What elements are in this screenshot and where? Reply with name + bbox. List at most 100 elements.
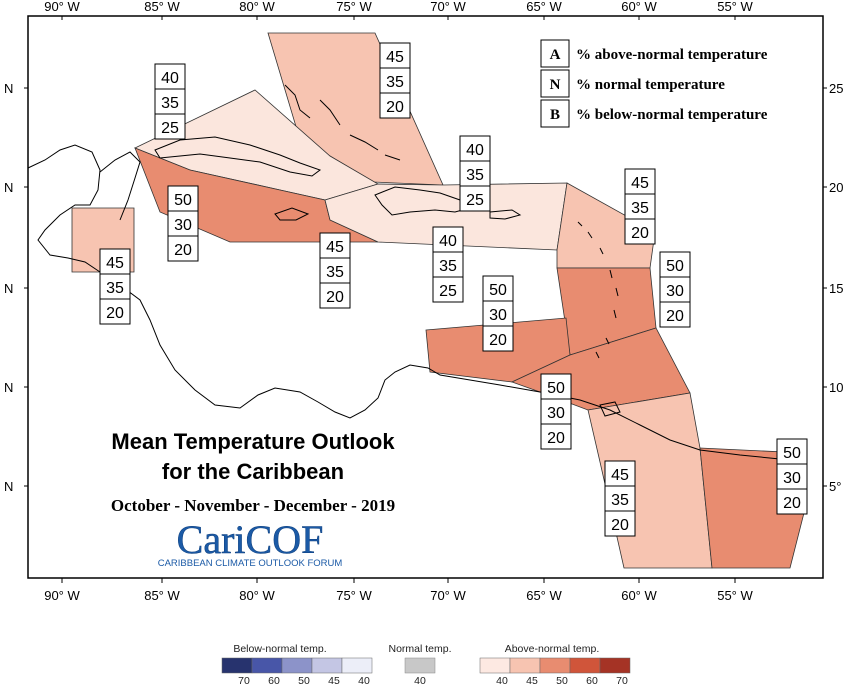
prob-above: 50 (489, 282, 507, 299)
prob-below: 20 (783, 495, 801, 512)
legend-above-tick: 40 (496, 675, 508, 684)
prob-box (99, 273, 131, 300)
coastline-jamaica (274, 207, 310, 221)
prob-normal: 35 (611, 492, 629, 509)
prob-box (624, 168, 656, 195)
prob-box (167, 185, 199, 212)
prob-normal: 35 (161, 95, 179, 112)
prob-box (776, 488, 808, 515)
coastline-yucatan (99, 151, 141, 221)
prob-below: 25 (466, 192, 484, 209)
lat-right-5: 5° (829, 479, 841, 494)
legend-below-tick: 40 (358, 675, 370, 684)
probability-key: A % above-normal temperature N % normal … (540, 39, 768, 128)
prob-normal: 30 (783, 470, 801, 487)
prob-box (482, 325, 514, 352)
legend-below-swatch (221, 657, 253, 674)
lon-top-55: 55° W (717, 0, 753, 14)
lon-bottom-65: 65° W (526, 588, 562, 603)
prob-stack-belize: 45 35 20 (99, 248, 131, 325)
legend-below-swatches: 70 60 50 45 40 (221, 657, 373, 684)
legend-below-swatch (311, 657, 343, 674)
prob-stack-leeward-islands: 45 35 20 (624, 168, 656, 245)
lon-bottom-85: 85° W (144, 588, 180, 603)
prob-normal: 35 (386, 74, 404, 91)
key-text-normal: % normal temperature (576, 77, 725, 93)
lon-top-80: 80° W (239, 0, 275, 14)
lat-right-20: 20 (829, 180, 843, 195)
prob-normal: 35 (326, 264, 344, 281)
caricof-logo: CariCOF CARIBBEAN CLIMATE OUTLOOK FORUM (158, 517, 343, 569)
probability-stacks: 45 35 20 40 35 25 50 30 20 45 35 20 45 35 20 40 35 2… (99, 42, 808, 537)
prob-box (604, 460, 636, 487)
lat-left-10: N (4, 380, 13, 395)
key-row-below: B % below-normal temperature (540, 99, 768, 128)
lon-bottom-55: 55° W (717, 588, 753, 603)
prob-box (459, 135, 491, 162)
prob-normal: 35 (631, 200, 649, 217)
prob-above: 50 (547, 380, 565, 397)
prob-above: 40 (466, 142, 484, 159)
prob-stack-guyana: 45 35 20 (604, 460, 636, 537)
prob-above: 45 (631, 175, 649, 192)
legend-above-swatch (509, 657, 541, 674)
prob-below: 20 (489, 332, 507, 349)
prob-normal: 30 (666, 283, 684, 300)
lon-top-85: 85° W (144, 0, 180, 14)
legend-above-swatch (569, 657, 601, 674)
prob-box (379, 92, 411, 119)
prob-normal: 35 (466, 167, 484, 184)
lat-left-5: N (4, 479, 13, 494)
prob-box (540, 398, 572, 425)
legend-below-swatch (281, 657, 313, 674)
prob-stack-hispaniola: 40 35 25 (432, 226, 464, 303)
lat-labels-left: N N N N N (4, 81, 13, 494)
prob-normal: 35 (106, 280, 124, 297)
prob-stack-jamaica-haiti: 45 35 20 (319, 232, 351, 309)
coastline-bahamas (284, 84, 401, 161)
prob-above: 50 (783, 445, 801, 462)
prob-above: 45 (326, 239, 344, 256)
title-line-1: Mean Temperature Outlook (111, 429, 395, 454)
legend-below-tick: 60 (268, 675, 280, 684)
prob-box (540, 423, 572, 450)
prob-above: 50 (666, 258, 684, 275)
lon-labels-bottom: 90° W 85° W 80° W 75° W 70° W 65° W 60° … (44, 588, 753, 603)
lon-top-90: 90° W (44, 0, 80, 14)
lat-left-15: N (4, 281, 13, 296)
legend-below-tick: 70 (238, 675, 250, 684)
legend-above-swatch (479, 657, 511, 674)
lat-right-10: 10 (829, 380, 843, 395)
legend-below-tick: 50 (298, 675, 310, 684)
prob-above: 50 (174, 192, 192, 209)
prob-normal: 30 (174, 217, 192, 234)
map-title: Mean Temperature Outlook for the Caribbe… (111, 429, 395, 515)
prob-box (659, 301, 691, 328)
prob-box (459, 160, 491, 187)
legend-above-swatches: 40 45 50 60 70 (479, 657, 631, 684)
coastline-lesser-antilles (577, 221, 619, 359)
logo-wordmark: CariCOF (177, 517, 324, 562)
legend-above-tick: 45 (526, 675, 538, 684)
prob-above: 40 (439, 233, 457, 250)
prob-normal: 30 (547, 405, 565, 422)
lon-bottom-60: 60° W (621, 588, 657, 603)
legend-above-tick: 60 (586, 675, 598, 684)
color-legend: Below-normal temp. 70 60 50 45 40 Normal tem… (221, 643, 631, 684)
axis-ticks (24, 16, 827, 583)
prob-below: 20 (611, 517, 629, 534)
prob-below: 20 (386, 99, 404, 116)
legend-above-swatch (599, 657, 631, 674)
prob-box (482, 275, 514, 302)
prob-box (99, 248, 131, 275)
prob-below: 25 (439, 283, 457, 300)
prob-stack-windward-islands: 50 30 20 (659, 251, 691, 328)
lat-left-20: N (4, 180, 13, 195)
prob-above: 45 (611, 467, 629, 484)
title-line-2: for the Caribbean (162, 459, 344, 484)
key-text-below: % below-normal temperature (576, 107, 768, 123)
legend-below-tick: 45 (328, 675, 340, 684)
lon-bottom-90: 90° W (44, 588, 80, 603)
prob-stack-trinidad-barbados: 50 30 20 (540, 373, 572, 450)
